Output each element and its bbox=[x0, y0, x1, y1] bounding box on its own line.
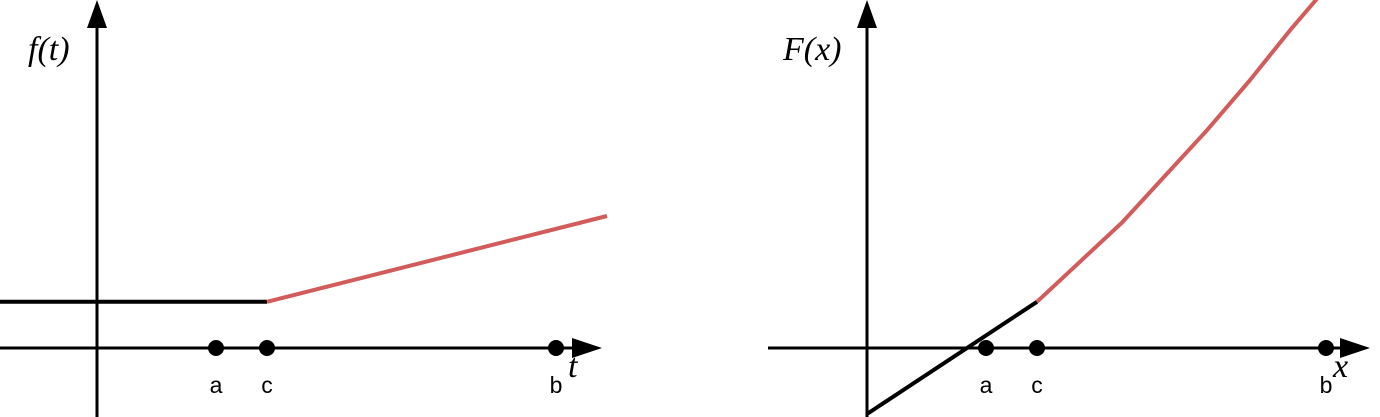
x-axis-arrowhead bbox=[572, 338, 602, 358]
point-b-dot bbox=[548, 340, 564, 356]
series-before-line bbox=[865, 300, 1039, 416]
chart-big-f-of-x: a c b F(x) x bbox=[768, 0, 1370, 417]
point-c-dot bbox=[1029, 340, 1045, 356]
point-a-dot bbox=[208, 340, 224, 356]
curves bbox=[0, 214, 608, 304]
series-after-line bbox=[1035, 0, 1319, 304]
chart-f-of-t: a c b f(t) t bbox=[0, 0, 608, 417]
point-a-label: a bbox=[980, 372, 993, 398]
y-axis-label: F(x) bbox=[782, 31, 842, 68]
point-a-label: a bbox=[210, 372, 223, 398]
x-axis-arrowhead bbox=[1340, 338, 1370, 358]
point-b-label: b bbox=[1320, 372, 1333, 398]
y-axis-arrowhead bbox=[87, 0, 107, 28]
point-b-label: b bbox=[550, 372, 563, 398]
point-c-dot bbox=[259, 340, 275, 356]
point-a-dot bbox=[978, 340, 994, 356]
x-axis-label: x bbox=[1332, 348, 1348, 385]
series-after-line bbox=[266, 214, 608, 304]
y-axis-label: f(t) bbox=[28, 31, 70, 68]
axes bbox=[768, 0, 1370, 417]
x-axis-label: t bbox=[568, 348, 579, 385]
point-b-dot bbox=[1318, 340, 1334, 356]
y-axis-arrowhead bbox=[857, 0, 877, 28]
point-c-label: c bbox=[1031, 372, 1043, 398]
point-c-label: c bbox=[261, 372, 273, 398]
curves bbox=[865, 0, 1319, 416]
axes bbox=[0, 0, 602, 417]
